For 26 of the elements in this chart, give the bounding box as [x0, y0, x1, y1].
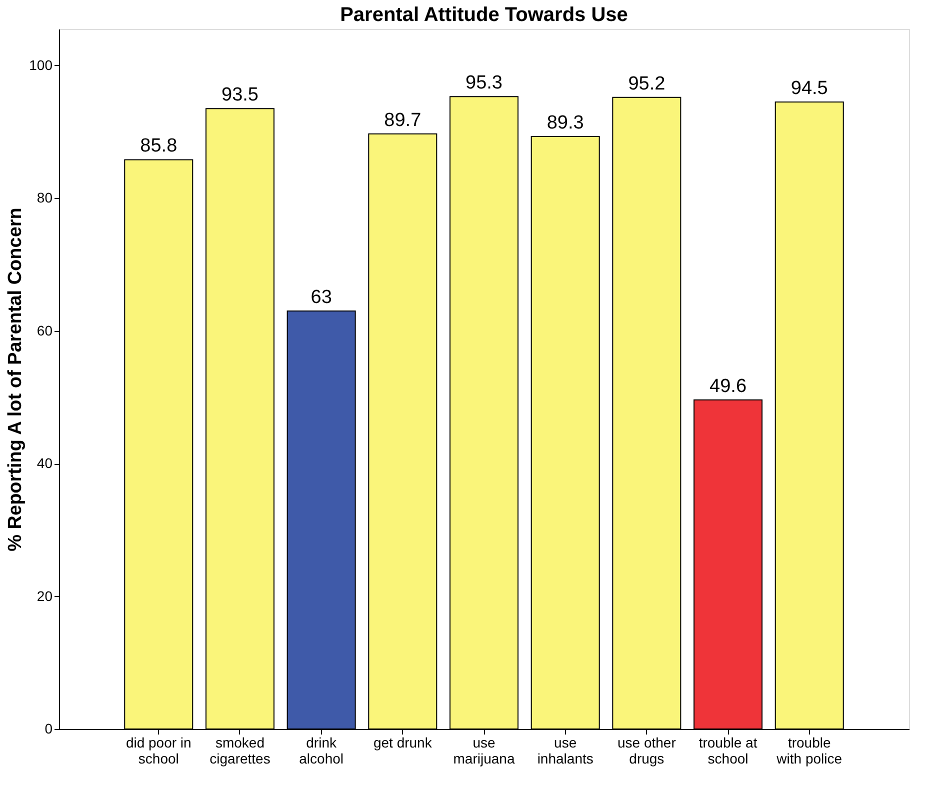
x-tick-label: trouble with police	[776, 734, 842, 766]
x-tick-label: get drunk	[373, 734, 433, 750]
data-label: 49.6	[710, 376, 747, 397]
data-label: 63	[310, 286, 332, 308]
y-tick-label: 20	[36, 588, 53, 604]
y-tick-label: 60	[36, 322, 53, 338]
data-label: 89.7	[384, 110, 422, 131]
data-label: 93.5	[221, 84, 258, 106]
x-tick-label: trouble at school	[698, 734, 758, 766]
data-label: 94.5	[790, 78, 828, 99]
chart-title: Parental Attitude Towards Use	[340, 4, 628, 26]
data-label: 85.8	[140, 136, 178, 157]
data-label: 89.3	[546, 112, 584, 134]
x-tick-label: drink alcohol	[299, 734, 344, 766]
x-tick-label: did poor in school	[126, 734, 192, 766]
y-tick-label: 100	[29, 56, 53, 73]
x-tick-label: use inhalants	[537, 734, 594, 766]
y-axis-title: % Reporting A lot of Parental Concern	[5, 208, 26, 552]
y-tick-label: 40	[36, 455, 53, 472]
data-label: 95.2	[628, 73, 666, 94]
data-label: 95.3	[466, 72, 502, 94]
x-tick-label: smoked cigarettes	[210, 734, 270, 766]
x-tick-label: use other drugs	[617, 734, 676, 766]
x-tick-label: use marijuana	[453, 734, 515, 766]
y-tick-label: 0	[44, 720, 53, 736]
y-tick-label: 80	[36, 190, 53, 206]
